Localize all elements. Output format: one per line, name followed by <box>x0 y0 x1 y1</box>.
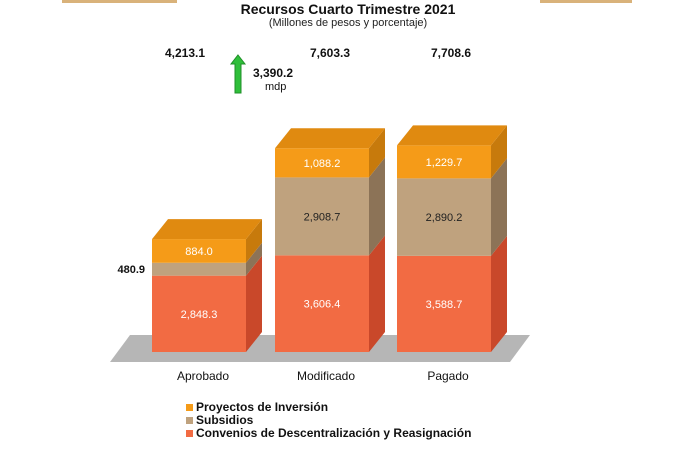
bar-modificado-side-2 <box>369 128 385 178</box>
bar-modificado-segment-1 <box>275 177 369 256</box>
data-label-modificado-0: 3,606.4 <box>304 299 341 311</box>
total-label-pagado: 7,708.6 <box>431 46 472 60</box>
bar-aprobado-side-0 <box>246 255 262 352</box>
increase-unit: mdp <box>265 81 287 93</box>
legend-item-convenios: Convenios de Descentralización y Reasign… <box>186 427 471 440</box>
bar-pagado-top <box>397 125 507 146</box>
up-arrow-icon <box>229 54 247 94</box>
data-label-pagado-1: 2,890.2 <box>426 212 463 224</box>
bar-modificado-segment-2 <box>275 148 369 178</box>
bar-pagado-side-2 <box>491 125 507 179</box>
chart-title: Recursos Cuarto Trimestre 2021 <box>240 1 456 17</box>
legend-label-convenios: Convenios de Descentralización y Reasign… <box>196 426 472 440</box>
legend-label-proyectos: Proyectos de Inversión <box>196 400 329 414</box>
stacked-bar-chart: 2,848.3 480.9 884.0 Aprobado 3,606.4 2,908.7 1… <box>110 54 530 383</box>
bar-pagado-segment-2 <box>397 145 491 179</box>
category-label-pagado: Pagado <box>427 369 469 383</box>
data-label-modificado-2: 1,088.2 <box>304 158 341 170</box>
bar-aprobado-top <box>152 219 262 240</box>
legend-label-subsidios: Subsidios <box>196 413 254 427</box>
data-label-aprobado-2: 884.0 <box>185 246 213 258</box>
bar-aprobado-segment-0 <box>152 275 246 352</box>
data-label-aprobado-0: 2,848.3 <box>181 309 218 321</box>
top-right-accent <box>540 0 632 3</box>
data-label-pagado-2: 1,229.7 <box>426 157 463 169</box>
legend-swatch-subsidios <box>186 417 193 424</box>
bar-modificado-segment-0 <box>275 255 369 352</box>
increase-value: 3,390.2 <box>253 66 294 80</box>
data-label-aprobado-1: 480.9 <box>117 264 145 276</box>
category-label-modificado: Modificado <box>297 369 355 383</box>
bar-aprobado-side-2 <box>246 219 262 263</box>
bar-modificado-side-1 <box>369 157 385 256</box>
bar-pagado-segment-0 <box>397 255 491 352</box>
bar-modificado-side-0 <box>369 235 385 352</box>
bar-pagado-side-1 <box>491 158 507 256</box>
bar-modificado-top <box>275 128 385 149</box>
bar-aprobado-segment-2 <box>152 239 246 263</box>
total-label-aprobado: 4,213.1 <box>165 46 206 60</box>
legend: Proyectos de Inversión Subsidios Conveni… <box>186 401 471 440</box>
bar-pagado-side-0 <box>491 235 507 352</box>
data-label-modificado-1: 2,908.7 <box>304 211 341 223</box>
chart-subtitle: (Millones de pesos y porcentaje) <box>268 17 428 29</box>
legend-item-subsidios: Subsidios <box>186 414 471 427</box>
legend-swatch-proyectos <box>186 404 193 411</box>
bar-aprobado-side-1 <box>246 242 262 276</box>
total-label-modificado: 7,603.3 <box>310 46 351 60</box>
legend-item-proyectos: Proyectos de Inversión <box>186 401 471 414</box>
bar-aprobado-segment-1 <box>152 262 246 276</box>
bar-pagado-segment-1 <box>397 178 491 256</box>
top-left-accent <box>62 0 177 3</box>
category-label-aprobado: Aprobado <box>177 369 229 383</box>
legend-swatch-convenios <box>186 430 193 437</box>
data-label-pagado-0: 3,588.7 <box>426 299 463 311</box>
